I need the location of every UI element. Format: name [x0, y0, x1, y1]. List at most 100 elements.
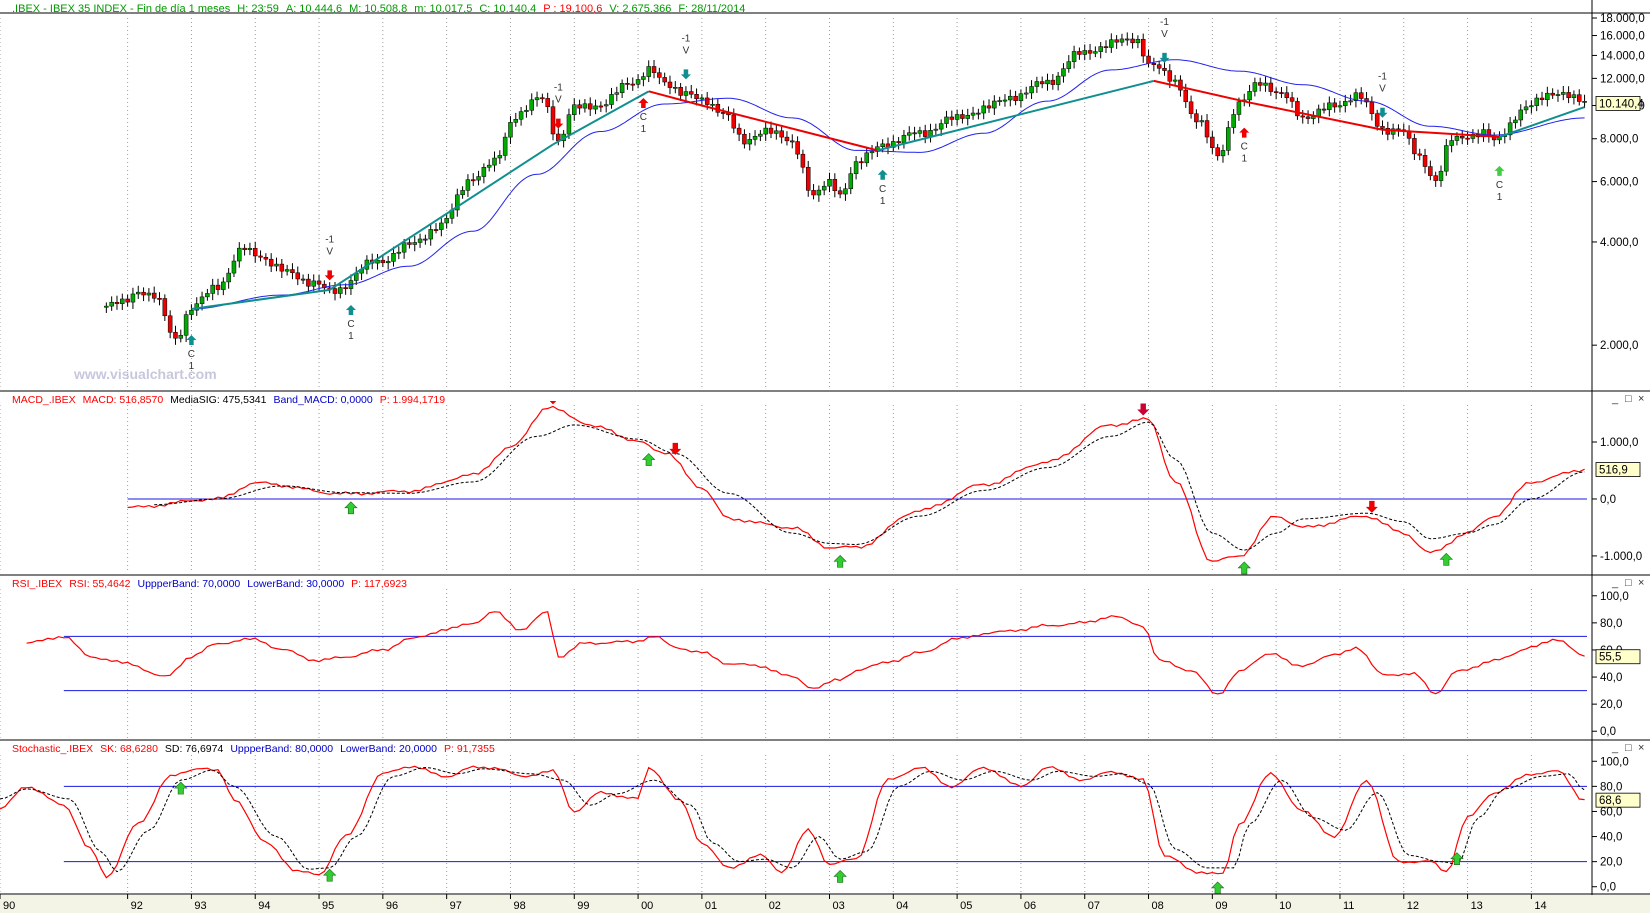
candle-down	[1077, 51, 1082, 55]
candle-up	[572, 104, 577, 115]
signal-label: -1	[325, 234, 334, 245]
candle-down	[1268, 82, 1274, 92]
candle-down	[587, 103, 593, 110]
x-tick-label: 03	[832, 900, 844, 912]
buy-arrow-icon	[186, 334, 197, 345]
last-value-label: 55,5	[1599, 652, 1621, 664]
sell-arrow-icon	[669, 442, 682, 455]
x-tick-label: 00	[641, 900, 653, 912]
candle-up	[758, 133, 763, 137]
candle-down	[162, 298, 168, 317]
zigzag-segment	[329, 143, 554, 291]
pane-header-field: A: 10.444,6	[286, 3, 342, 15]
candle-up	[843, 188, 848, 195]
candle-down	[1114, 39, 1119, 43]
candle-up	[1018, 93, 1024, 101]
x-tick-label: 97	[450, 900, 462, 912]
y-tick-label: 80,0	[1600, 618, 1622, 630]
candle-up	[1545, 92, 1550, 100]
pane-header-field: P: 91,7355	[444, 743, 495, 755]
candle-up	[428, 229, 433, 240]
pane-window-button: □	[1625, 393, 1632, 405]
candle-up	[1119, 38, 1125, 43]
candle-down	[577, 104, 582, 109]
candle-up	[1555, 94, 1561, 96]
candle-up	[385, 261, 391, 264]
last-value-label: 10.140,4	[1599, 98, 1644, 110]
candle-up	[1098, 46, 1103, 52]
pane-header-field: m: 10.017,5	[414, 3, 472, 15]
signal-label: 1	[880, 196, 886, 207]
candle-down	[960, 114, 965, 119]
x-tick-label: 11	[1343, 900, 1354, 912]
x-tick-label: 12	[1407, 900, 1419, 912]
x-tick-label: 94	[258, 900, 270, 912]
buy-arrow-icon	[641, 453, 656, 466]
sell-arrow-icon	[324, 270, 335, 281]
candle-up	[1343, 101, 1348, 106]
candle-down	[1013, 95, 1018, 101]
candle-up	[1449, 140, 1454, 146]
buy-arrow-icon	[1237, 561, 1251, 575]
x-tick-label: 14	[1534, 900, 1546, 912]
pane-header-field: UppperBand: 80,0000	[230, 743, 333, 755]
candle-down	[1422, 155, 1428, 167]
y-tick-label: 2.000,0	[1600, 340, 1638, 352]
candle-down	[1289, 97, 1295, 102]
zigzag-segment	[552, 90, 650, 146]
candle-down	[1465, 137, 1470, 140]
candle-down	[651, 66, 657, 73]
candle-up	[683, 91, 689, 96]
candle-down	[688, 91, 694, 95]
candle-up	[534, 97, 540, 101]
candle-up	[774, 130, 779, 134]
candle-down	[1428, 166, 1433, 176]
candle-down	[1087, 50, 1093, 54]
signal-label: C	[188, 349, 195, 360]
candle-down	[215, 284, 221, 290]
candle-down	[790, 140, 795, 143]
x-tick-label: 90	[3, 900, 15, 912]
zigzag-segment	[877, 79, 1155, 152]
signal-label: 1	[1497, 192, 1503, 203]
pane-window-button: _	[1611, 742, 1619, 754]
candle-down	[922, 130, 928, 137]
pane-header-bar	[0, 575, 1650, 585]
pane-header-field: .IBEX - IBEX 35 INDEX - Fin de día 1 mes…	[12, 3, 231, 15]
signal-label: V	[1161, 29, 1168, 40]
zigzag-segment	[191, 288, 330, 310]
candle-up	[1534, 97, 1539, 106]
buy-arrow-icon	[174, 781, 188, 795]
candle-up	[1071, 51, 1077, 62]
candle-up	[104, 305, 109, 308]
candle-up	[1231, 114, 1236, 128]
candle-up	[455, 194, 460, 211]
candle-down	[167, 315, 173, 333]
pane-header-field: UppperBand: 70,0000	[138, 578, 241, 590]
candle-down	[322, 283, 327, 289]
candle-down	[598, 105, 604, 108]
candle-up	[646, 66, 651, 77]
candle-down	[736, 127, 742, 135]
y-tick-label: 20,0	[1600, 699, 1622, 711]
candle-up	[1045, 79, 1050, 85]
candle-down	[268, 258, 274, 267]
candle-up	[566, 114, 572, 135]
axis-layer: 90 92 93 94 95 96 97 98 99 00 01 02 03 04 05 06 07 08 09 10…	[0, 13, 1645, 912]
candle-up	[1082, 50, 1087, 55]
signal-label: V	[683, 45, 690, 56]
candle-down	[896, 141, 901, 144]
candle-down	[1050, 79, 1056, 85]
candle-up	[338, 287, 343, 294]
candle-up	[603, 104, 609, 107]
candle-down	[306, 278, 311, 287]
candle-up	[502, 136, 508, 156]
candle-up	[992, 100, 997, 109]
candle-up	[311, 280, 316, 287]
buy-arrow-icon	[1239, 127, 1250, 138]
sell-arrow-icon	[1365, 500, 1378, 513]
pane-header-field: F: 28/11/2014	[678, 3, 745, 15]
buy-arrow-icon	[833, 869, 847, 883]
candle-down	[795, 141, 800, 155]
candle-down	[279, 263, 285, 272]
